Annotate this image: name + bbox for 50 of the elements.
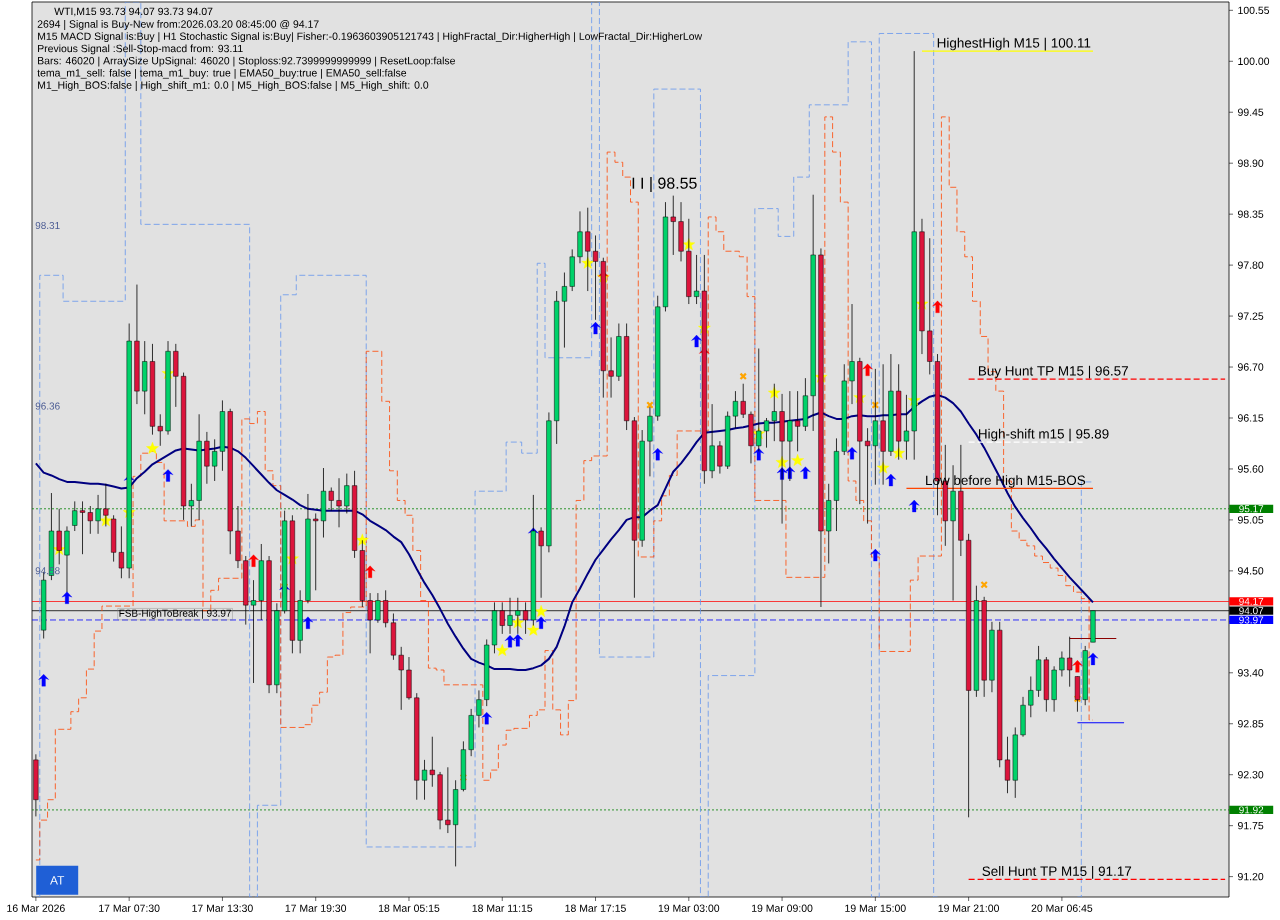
x-tick-label: 16 Mar 2026 — [7, 904, 65, 912]
x-tick-label: 18 Mar 05:15 — [378, 904, 440, 912]
y-tick-label: 91.75 — [1238, 821, 1264, 830]
y-tick-label: 95.05 — [1238, 516, 1264, 524]
x-tick-label: 19 Mar 21:00 — [938, 904, 1000, 912]
x-tick-label: 19 Mar 15:00 — [845, 904, 906, 912]
annotation: M1_High_BOS:false | High_shift_m1: 0.0 | M5_High_BOS:false | M5_High_shift: 0.0 — [38, 81, 429, 91]
x-tick-label: 17 Mar 19:30 — [285, 904, 347, 912]
y-tick-label: 95.60 — [1238, 465, 1264, 473]
y-tick-label: 100.55 — [1238, 6, 1270, 15]
y-tick-label: 98.90 — [1238, 159, 1264, 167]
annotation: FSB-HighToBreak | 93.97 — [119, 609, 231, 619]
x-tick-label: 17 Mar 13:30 — [192, 904, 253, 912]
annotation: Buy Hunt TP M15 | 96.57 — [978, 365, 1128, 379]
annotation: Sell Hunt TP M15 | 91.17 — [982, 866, 1132, 879]
y-tick-label: 96.15 — [1238, 414, 1264, 422]
y-tick-label: 92.85 — [1238, 720, 1264, 728]
annotation: HighestHigh M15 | 100.11 — [937, 37, 1091, 51]
y-tick-label: 97.25 — [1238, 312, 1264, 320]
annotation: Previous Signal :Sell-Stop-macd from: 93.11 — [38, 44, 243, 55]
x-tick-label: 19 Mar 03:00 — [658, 904, 720, 912]
annotation: M15 MACD Signal is:Buy | H1 Stochastic Signal is:Buy| Fisher:-0.1963603905121743 | HighFractal_Dir:HigherHigh | LowFractal_Dir:HigherLow — [38, 32, 703, 43]
y-tick-label: 92.30 — [1238, 771, 1264, 779]
annotation: Bars: 46020 | ArraySize UpSignal: 46020 | Stoploss:92.7399999999999 | ResetLoop:false — [38, 56, 455, 67]
annotation: AT — [50, 876, 65, 885]
y-tick-label: 91.20 — [1238, 872, 1264, 881]
annotation: 98.31 — [35, 221, 60, 230]
y-tick-label: 99.45 — [1238, 108, 1264, 116]
y-tick-label: 97.80 — [1238, 261, 1264, 269]
ref-line-label: 93.97 — [1239, 616, 1264, 624]
ref-line-label: 94.17 — [1239, 597, 1264, 605]
annotation: High-shift m15 | 95.89 — [978, 428, 1109, 442]
y-tick-label: 100.00 — [1238, 57, 1270, 65]
ref-line-label: 95.17 — [1239, 505, 1264, 513]
chart-title: WTI,M15 93.73 94.07 93.73 94.07 — [54, 7, 213, 17]
annotation: I I | 98.55 — [632, 177, 697, 193]
annotation: 2694 | Signal is Buy-New from:2026.03.20 08:45:00 @ 94.17 — [37, 20, 319, 30]
ref-line-label: 94.07 — [1239, 607, 1264, 615]
annotation: 96.36 — [35, 402, 60, 410]
x-tick-label: 17 Mar 07:30 — [99, 904, 160, 912]
y-tick-label: 94.50 — [1238, 567, 1264, 575]
x-tick-label: 19 Mar 09:00 — [752, 904, 813, 912]
y-tick-label: 93.40 — [1238, 669, 1264, 677]
x-tick-label: 18 Mar 11:15 — [472, 904, 533, 912]
x-tick-label: 18 Mar 17:15 — [565, 904, 626, 912]
y-tick-label: 98.35 — [1238, 210, 1264, 218]
x-tick-label: 20 Mar 06:45 — [1031, 904, 1093, 912]
y-tick-label: 96.70 — [1238, 363, 1264, 371]
ref-line-label: 91.92 — [1239, 806, 1264, 814]
annotation: tema_m1_sell: false | tema_m1_buy: true | EMA50_buy:true | EMA50_sell:false — [37, 68, 407, 79]
